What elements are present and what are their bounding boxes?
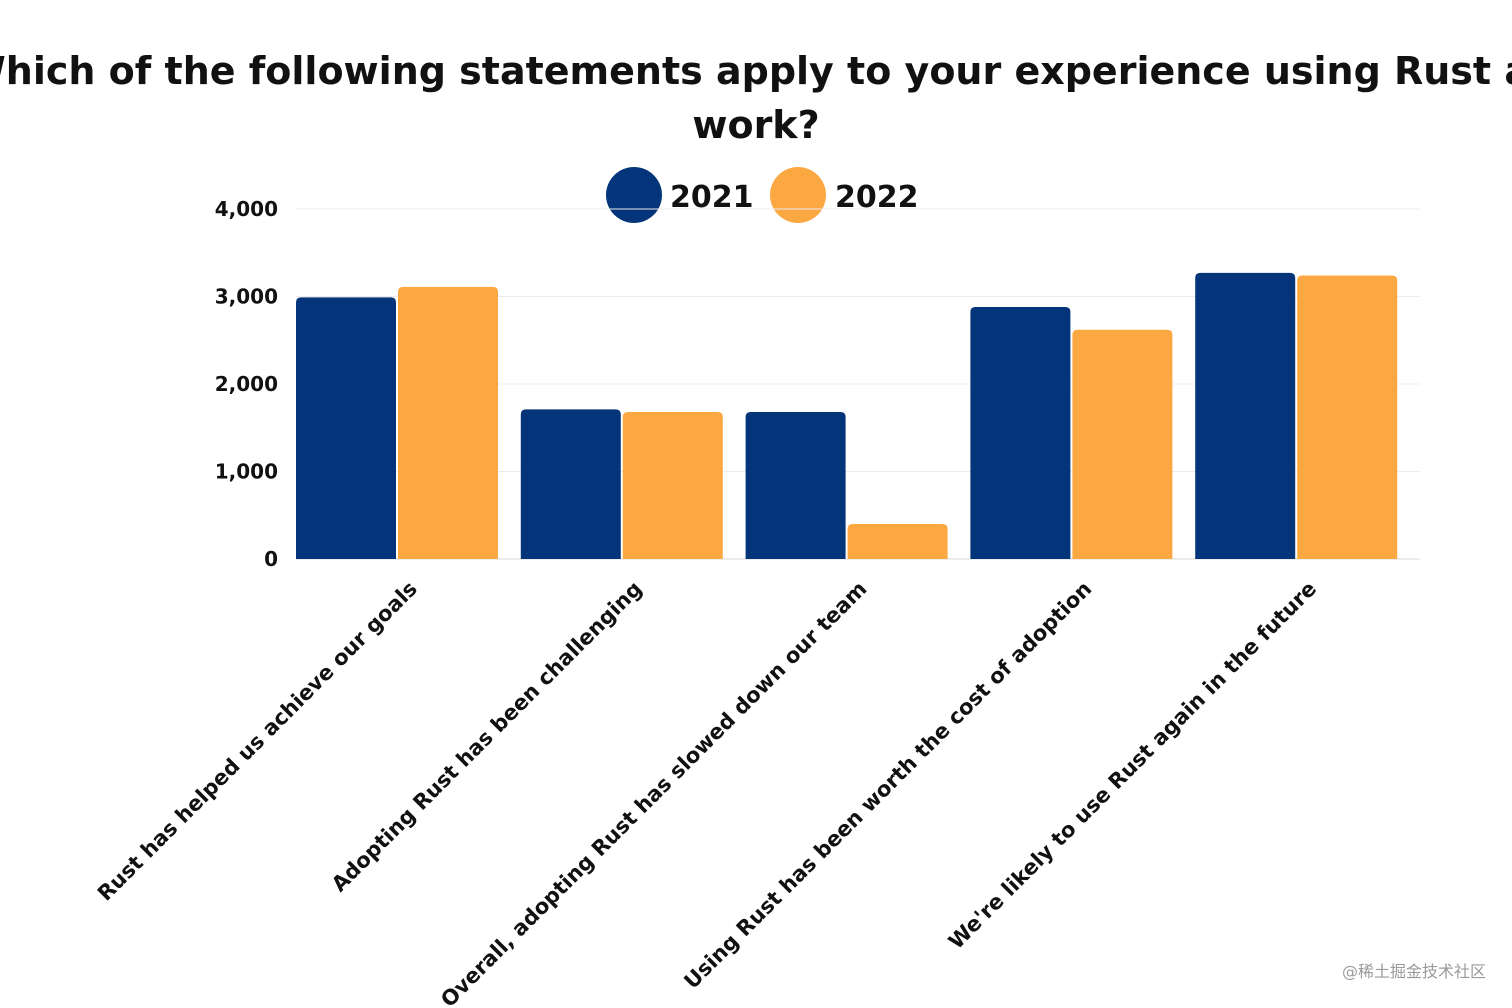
bar-2021-cat-1 xyxy=(296,297,396,559)
x-category-label-3: Overall, adopting Rust has slowed down o… xyxy=(436,577,871,1008)
chart-title-line-1: Which of the following statements apply … xyxy=(0,49,1512,93)
x-category-label-5: We're likely to use Rust again in the fu… xyxy=(944,577,1321,954)
legend-label-2022: 2022 xyxy=(835,180,919,215)
chart-title: Which of the following statements apply … xyxy=(0,49,1512,147)
x-category-label-4: Using Rust has been worth the cost of ad… xyxy=(679,577,1096,994)
y-tick-label-0: 0 xyxy=(264,547,278,571)
y-tick-label-3000: 3,000 xyxy=(215,285,278,309)
bar-2022-cat-3 xyxy=(847,524,948,559)
y-axis-ticks: 0 1,000 2,000 3,000 4,000 xyxy=(215,197,278,571)
x-axis-categories: Rust has helped us achieve our goalsAdop… xyxy=(93,577,1321,1008)
y-tick-label-2000: 2,000 xyxy=(215,372,278,396)
legend: 2021 2022 xyxy=(606,167,919,223)
legend-swatch-2022 xyxy=(770,167,826,223)
bar-2021-cat-2 xyxy=(520,409,621,559)
bar-2021-cat-3 xyxy=(745,412,846,559)
y-tick-label-1000: 1,000 xyxy=(215,460,278,484)
bars xyxy=(296,272,1398,559)
watermark-text: @稀土掘金技术社区 xyxy=(1342,962,1486,981)
bar-2021-cat-5 xyxy=(1195,272,1296,559)
bar-2022-cat-5 xyxy=(1297,275,1398,559)
bar-2021-cat-4 xyxy=(970,307,1071,559)
bar-2022-cat-2 xyxy=(622,412,723,559)
y-tick-label-4000: 4,000 xyxy=(215,197,278,221)
legend-swatch-2021 xyxy=(606,167,662,223)
chart-title-line-2: work? xyxy=(692,103,819,147)
bar-2022-cat-1 xyxy=(398,286,498,559)
bar-2022-cat-4 xyxy=(1072,329,1173,559)
legend-label-2021: 2021 xyxy=(670,180,754,215)
